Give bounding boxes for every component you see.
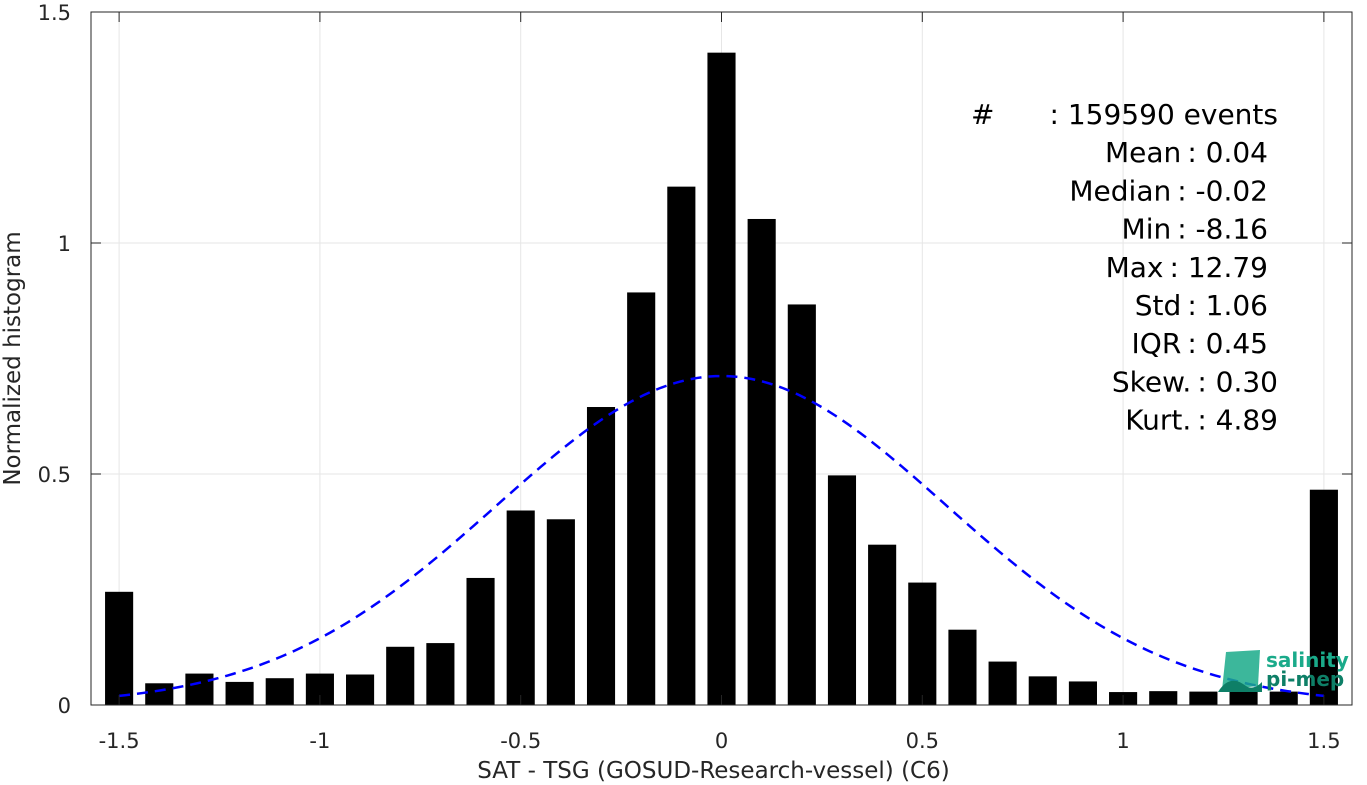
stat-value: : 12.79 bbox=[1170, 251, 1269, 284]
stat-label: Kurt. bbox=[1125, 404, 1191, 437]
histogram-bar bbox=[1229, 689, 1258, 705]
stat-label: Max bbox=[1106, 251, 1164, 284]
x-axis-title: SAT - TSG (GOSUD-Research-vessel) (C6) bbox=[477, 758, 949, 784]
x-tick-label: 1 bbox=[1116, 729, 1129, 753]
salinity-pimep-logo: salinity pi-mep bbox=[1218, 648, 1349, 692]
x-tick-label: -1 bbox=[309, 729, 330, 753]
histogram-bar bbox=[1149, 691, 1178, 705]
stat-value: : -8.16 bbox=[1177, 213, 1268, 246]
logo-text-line1: salinity bbox=[1266, 648, 1349, 672]
stat-value: : 0.30 bbox=[1197, 365, 1278, 398]
stat-label: # bbox=[971, 98, 994, 131]
histogram-bar bbox=[145, 683, 174, 705]
logo-text-line2: pi-mep bbox=[1266, 667, 1344, 691]
histogram-bar bbox=[707, 52, 736, 705]
histogram-bar bbox=[225, 681, 254, 705]
stat-label: Mean bbox=[1105, 136, 1181, 169]
histogram-bar bbox=[546, 519, 575, 705]
histogram-bar bbox=[747, 218, 776, 705]
histogram-bar bbox=[868, 544, 897, 705]
x-tick-label: -1.5 bbox=[99, 729, 140, 753]
stat-label: IQR bbox=[1132, 327, 1182, 360]
histogram-bar bbox=[787, 304, 816, 705]
histogram-bar bbox=[827, 475, 857, 705]
histogram-bar bbox=[346, 674, 375, 705]
stat-value: : 0.45 bbox=[1187, 327, 1268, 360]
histogram-bar bbox=[386, 646, 415, 705]
stat-label: Min bbox=[1122, 213, 1172, 246]
y-tick-labels: 0 0.5 1 1.5 bbox=[38, 1, 71, 718]
histogram-bar bbox=[1068, 681, 1097, 705]
x-tick-label: 0 bbox=[715, 729, 728, 753]
histogram-bar bbox=[586, 407, 616, 705]
histogram-bar bbox=[265, 678, 294, 705]
axis-ticks bbox=[91, 11, 1352, 706]
histogram-bar bbox=[1028, 676, 1057, 705]
stat-value: : 4.89 bbox=[1197, 404, 1278, 437]
stat-label: Median bbox=[1069, 174, 1171, 207]
histogram-bar bbox=[466, 577, 495, 705]
histogram-bar bbox=[105, 591, 134, 705]
x-tick-labels: -1.5 -1 -0.5 0 0.5 1 1.5 bbox=[99, 729, 1341, 753]
y-tick-label: 1.5 bbox=[38, 1, 71, 25]
histogram-bar bbox=[627, 292, 656, 705]
y-tick-label: 1 bbox=[58, 232, 71, 256]
histogram-bar bbox=[1309, 489, 1338, 705]
stat-label: Std bbox=[1135, 289, 1182, 322]
stat-value: : 159590 events bbox=[1050, 98, 1278, 131]
histogram-bar bbox=[1269, 691, 1298, 705]
stat-value: : 0.04 bbox=[1187, 136, 1268, 169]
stat-value: : -0.02 bbox=[1177, 174, 1268, 207]
wave-logo-icon bbox=[1218, 650, 1262, 692]
histogram-bar bbox=[506, 510, 535, 705]
y-axis-title: Normalized histogram bbox=[0, 231, 26, 485]
histogram-bars bbox=[105, 52, 1338, 706]
y-tick-label: 0.5 bbox=[38, 463, 71, 487]
y-tick-label: 0 bbox=[58, 694, 71, 718]
x-tick-label: -0.5 bbox=[500, 729, 541, 753]
histogram-bar bbox=[988, 661, 1017, 705]
histogram-bar bbox=[1189, 691, 1218, 705]
histogram-bar bbox=[948, 629, 977, 705]
histogram-bar bbox=[426, 643, 455, 705]
x-tick-label: 0.5 bbox=[906, 729, 939, 753]
x-tick-label: 1.5 bbox=[1307, 729, 1340, 753]
histogram-bar bbox=[667, 186, 696, 706]
histogram-bar bbox=[908, 582, 937, 705]
histogram-bar bbox=[185, 673, 214, 705]
stat-value: : 1.06 bbox=[1187, 289, 1268, 322]
stat-label: Skew. bbox=[1112, 365, 1191, 398]
